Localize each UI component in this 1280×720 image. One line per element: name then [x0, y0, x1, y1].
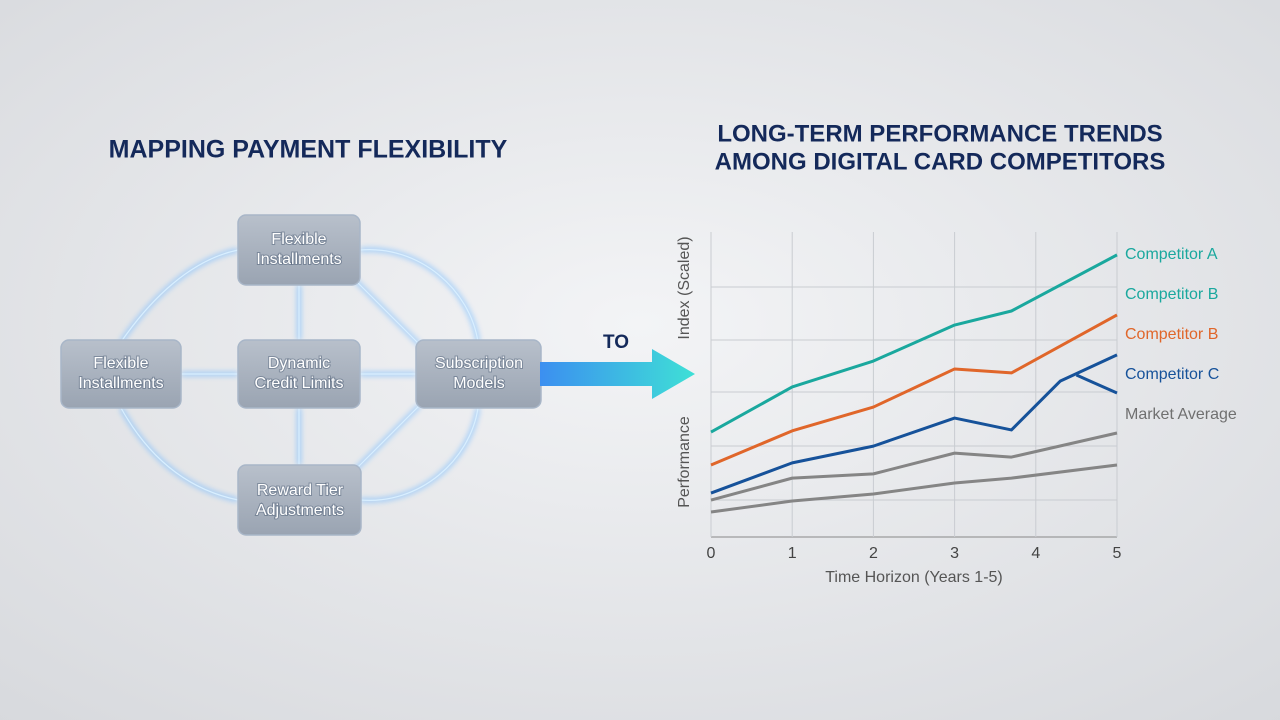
x-axis-label: Time Horizon (Years 1-5) — [825, 569, 1003, 586]
node — [237, 464, 362, 536]
x-tick-label: 2 — [869, 545, 878, 562]
node-label: Flexible — [93, 355, 148, 372]
connectors — [119, 248, 480, 502]
legend-label: Competitor A — [1125, 246, 1218, 263]
node-label: Installments — [256, 251, 341, 268]
series-line — [710, 431, 1118, 502]
series-line — [710, 313, 1118, 467]
node-label: Models — [453, 375, 505, 392]
node — [60, 339, 182, 409]
node-label: Reward Tier — [257, 482, 344, 499]
series-line — [710, 353, 1118, 495]
node-label: Installments — [78, 375, 163, 392]
y-axis-label: Performance — [676, 416, 693, 508]
x-tick-label: 3 — [950, 545, 959, 562]
x-tick-label: 4 — [1031, 545, 1040, 562]
legend-label: Competitor C — [1125, 366, 1219, 383]
series-line — [1075, 373, 1118, 395]
node-label: Adjustments — [256, 502, 344, 519]
node — [415, 339, 542, 409]
legend-label: Competitor B — [1125, 326, 1218, 343]
chart-title: AMONG DIGITAL CARD COMPETITORS — [715, 148, 1166, 175]
arrow — [540, 349, 695, 399]
node-label: Dynamic — [268, 355, 330, 372]
x-tick-label: 5 — [1113, 545, 1122, 562]
x-tick-label: 1 — [788, 545, 797, 562]
connector-label: TO — [603, 332, 629, 353]
series-line — [710, 253, 1118, 434]
legend-label: Competitor B — [1125, 286, 1218, 303]
legend-label: Market Average — [1125, 406, 1237, 423]
node-label: Subscription — [435, 355, 523, 372]
node — [237, 214, 361, 286]
node — [237, 339, 361, 409]
node-label: Credit Limits — [255, 375, 344, 392]
series-line — [710, 463, 1118, 514]
diagram-title: MAPPING PAYMENT FLEXIBILITY — [109, 136, 508, 164]
node-label: Flexible — [271, 231, 326, 248]
y-axis-label: Index (Scaled) — [676, 236, 693, 339]
chart-title: LONG-TERM PERFORMANCE TRENDS — [717, 120, 1162, 147]
x-tick-label: 0 — [707, 545, 716, 562]
